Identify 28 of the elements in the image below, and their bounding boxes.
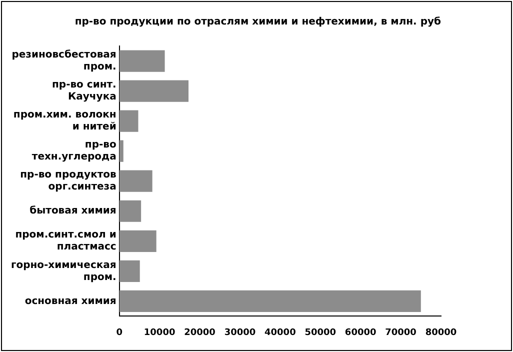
y-tick-label: пр-во синт. Каучука (52, 80, 116, 103)
y-tick-label: пром.хим. волокн и нитей (13, 110, 116, 133)
x-tick-label: 10000 (144, 328, 176, 338)
bar (119, 140, 124, 162)
bar (119, 80, 189, 102)
y-tick-label: пром.синт.смол и пластмасс (15, 230, 116, 253)
bar (119, 110, 138, 132)
y-tick-label: пр-во техн.углерода (32, 140, 116, 163)
x-tick-label: 60000 (344, 328, 376, 338)
bar (119, 50, 165, 72)
y-tick-label: резиновсбестовая пром. (12, 50, 116, 73)
y-tick-label: пр-во продуктов орг.синтеза (20, 170, 116, 193)
bar (119, 260, 140, 282)
bar (119, 230, 156, 252)
x-tick-label: 20000 (184, 328, 216, 338)
bar (119, 290, 421, 312)
y-tick-label: горно-химическая пром. (10, 260, 116, 283)
x-tick-label: 50000 (304, 328, 336, 338)
x-tick-label: 0 (116, 328, 122, 338)
x-tick-label: 80000 (425, 328, 457, 338)
bar (119, 200, 142, 222)
y-tick-label: бытовая химия (30, 206, 116, 217)
x-tick-label: 70000 (385, 328, 416, 338)
bar (119, 170, 152, 192)
y-tick-label: основная химия (24, 296, 116, 307)
chart-title: пр-во продукции по отраслям химии и нефтехимии, в млн. руб (74, 16, 442, 28)
x-tick-label: 30000 (224, 328, 256, 338)
x-tick-label: 40000 (264, 328, 296, 338)
